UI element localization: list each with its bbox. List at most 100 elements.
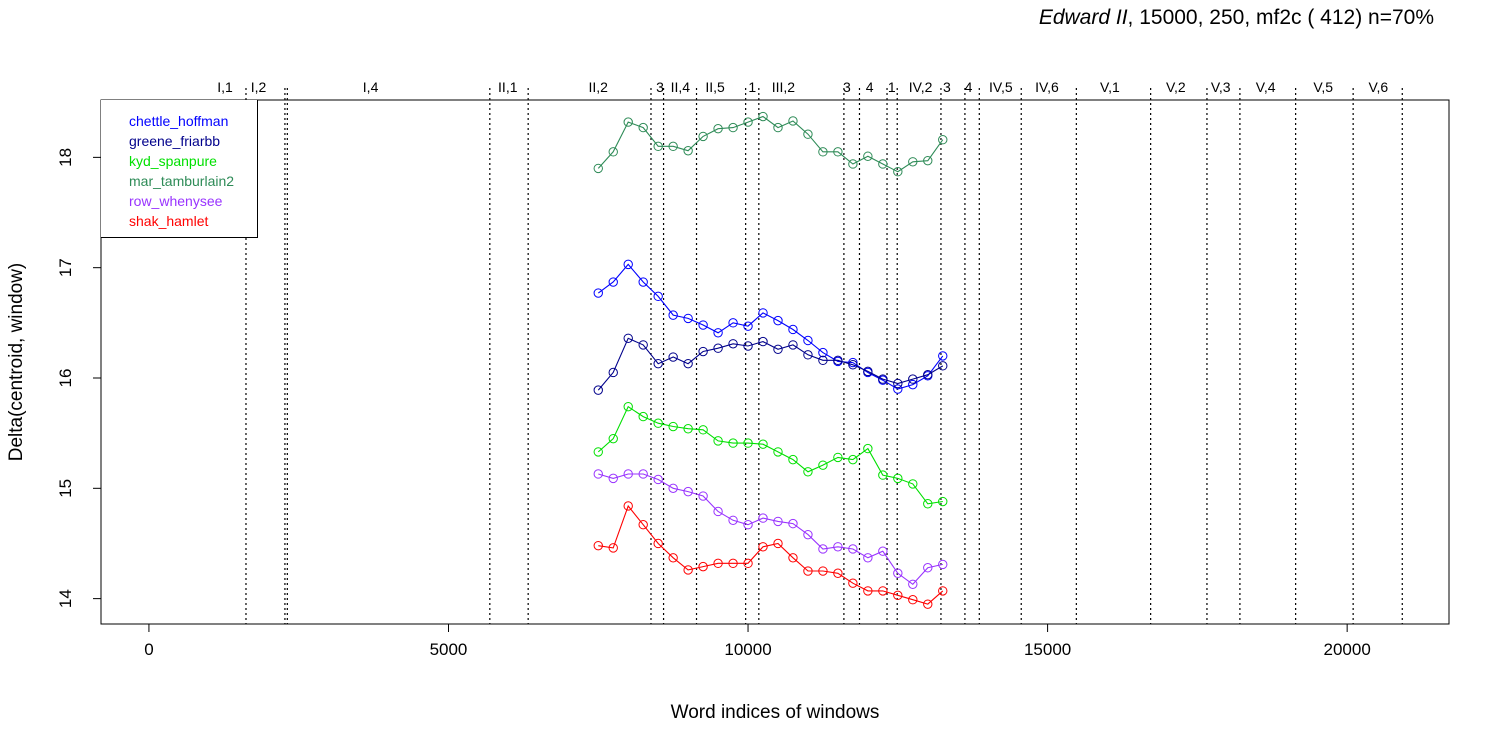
data-point xyxy=(803,335,813,346)
data-point xyxy=(668,352,678,362)
data-point xyxy=(758,111,768,122)
scene-label: I,1 xyxy=(217,79,233,95)
series-greene_friarbb xyxy=(593,333,948,395)
data-point xyxy=(803,467,813,477)
data-point xyxy=(938,135,948,145)
data-point xyxy=(878,159,888,169)
series-chettle_hoffman xyxy=(593,259,948,394)
data-point xyxy=(653,141,663,152)
plot-frame xyxy=(100,99,1450,625)
data-point xyxy=(878,470,888,480)
data-point xyxy=(803,350,813,360)
data-point xyxy=(818,544,828,554)
data-point xyxy=(593,540,603,551)
axes: 0 5000 10000 15000 20000 14 15 16 17 18 xyxy=(56,148,1371,659)
data-point xyxy=(848,578,858,588)
data-point xyxy=(878,586,888,596)
data-point xyxy=(848,454,858,465)
data-point xyxy=(818,460,828,470)
data-point xyxy=(803,129,813,139)
data-point xyxy=(908,379,918,390)
data-point xyxy=(743,520,753,530)
scene-label: V,5 xyxy=(1313,79,1333,95)
series-line xyxy=(597,115,944,173)
data-point xyxy=(668,310,678,320)
data-point xyxy=(893,384,903,394)
data-point xyxy=(818,355,828,366)
data-point xyxy=(788,340,798,350)
data-point xyxy=(908,157,918,167)
data-point xyxy=(893,590,903,601)
data-point xyxy=(743,341,753,351)
y-tick-label: 18 xyxy=(56,148,75,167)
data-point xyxy=(608,147,618,157)
data-point xyxy=(683,146,693,156)
data-point xyxy=(923,369,933,380)
scene-label: 3 xyxy=(843,79,851,95)
scene-label: 1 xyxy=(748,79,756,95)
x-tick-label: 0 xyxy=(144,640,153,659)
data-point xyxy=(938,559,948,570)
series-shak_hamlet xyxy=(593,501,948,609)
data-point xyxy=(653,358,663,369)
data-point xyxy=(713,123,723,134)
data-point xyxy=(938,496,948,507)
data-point xyxy=(698,561,708,572)
data-point xyxy=(608,277,618,287)
scene-label: V,6 xyxy=(1368,79,1388,95)
data-point xyxy=(743,438,753,448)
x-tick-label: 20000 xyxy=(1324,640,1371,659)
x-axis-label: Word indices of windows xyxy=(671,702,880,723)
data-point xyxy=(653,291,663,302)
data-point xyxy=(803,566,813,576)
data-point xyxy=(863,443,873,454)
data-point xyxy=(818,147,828,157)
data-point xyxy=(773,315,783,326)
data-point xyxy=(788,116,798,126)
data-point xyxy=(923,499,933,509)
data-point xyxy=(863,586,873,596)
data-point xyxy=(638,411,648,422)
data-point xyxy=(698,346,708,357)
legend-entry: row_whenysee xyxy=(129,193,223,209)
y-tick-label: 14 xyxy=(56,589,75,608)
data-point xyxy=(683,313,693,324)
data-point xyxy=(773,122,783,133)
data-point xyxy=(878,374,888,384)
scene-label: 3 xyxy=(943,79,951,95)
data-point xyxy=(638,469,648,479)
data-point xyxy=(908,595,918,605)
scene-label: II,1 xyxy=(498,79,518,95)
data-point xyxy=(668,141,678,152)
data-point xyxy=(683,358,693,369)
data-point xyxy=(728,122,738,133)
data-point xyxy=(653,418,663,428)
data-point xyxy=(833,355,843,366)
data-point xyxy=(758,513,768,523)
data-point xyxy=(623,401,633,412)
data-point xyxy=(758,308,768,318)
data-point xyxy=(608,367,618,378)
scene-label: V,1 xyxy=(1100,79,1120,95)
data-point xyxy=(848,360,858,370)
data-point xyxy=(593,385,603,395)
legend-entry: chettle_hoffman xyxy=(129,113,229,129)
data-point xyxy=(893,167,903,177)
data-point xyxy=(893,568,903,578)
data-point xyxy=(713,506,723,517)
data-point xyxy=(923,599,933,609)
data-point xyxy=(728,438,738,448)
data-point xyxy=(668,483,678,494)
scene-label: 3 xyxy=(656,79,664,95)
data-point xyxy=(608,433,618,444)
data-point xyxy=(623,333,633,343)
chart-title: Edward II, 15000, 250, mf2c ( 412) n=70% xyxy=(1039,6,1434,30)
series-line xyxy=(597,405,943,505)
scene-label: IV,2 xyxy=(909,79,933,95)
data-point xyxy=(653,538,663,549)
data-point xyxy=(593,469,603,479)
series-row_whenysee xyxy=(593,469,948,589)
data-point xyxy=(908,579,918,589)
scene-label: I,4 xyxy=(363,79,379,95)
data-point xyxy=(623,501,633,511)
